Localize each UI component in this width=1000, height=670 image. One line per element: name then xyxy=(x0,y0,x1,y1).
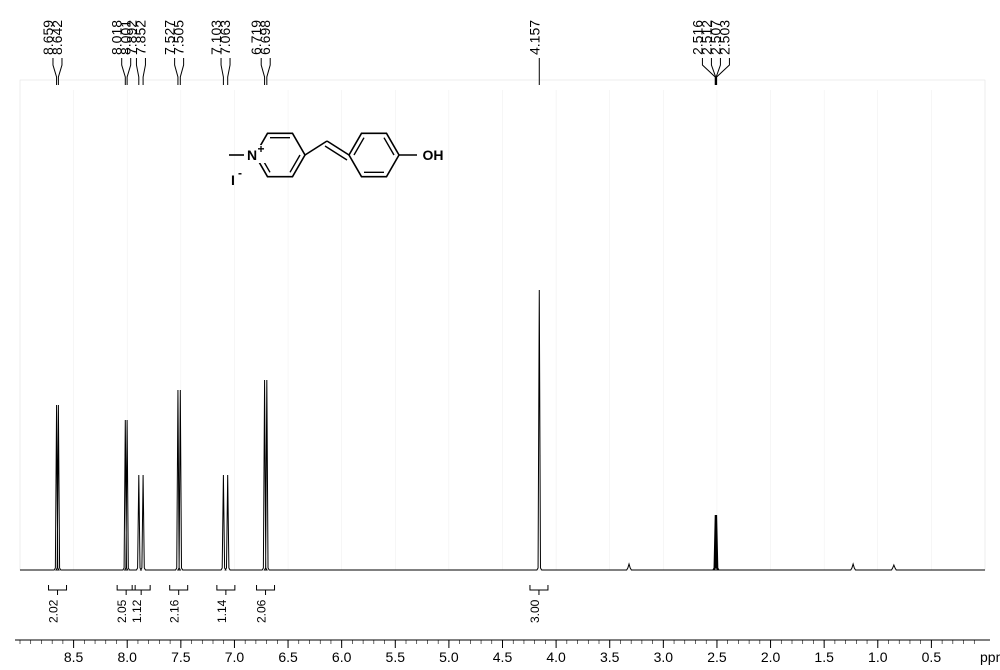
integral-label: 3.00 xyxy=(528,599,542,623)
peak-label: 4.157 xyxy=(526,20,542,55)
tick-label: 3.0 xyxy=(654,649,674,665)
tick-label: 7.0 xyxy=(225,649,245,665)
peak-tree xyxy=(122,58,126,85)
tick-label: 5.0 xyxy=(439,649,459,665)
integral-bracket xyxy=(257,585,275,590)
peak-tree xyxy=(267,58,270,85)
integral-label: 1.12 xyxy=(130,599,144,623)
peak-label: 6.698 xyxy=(257,20,273,55)
atom-n-charge: + xyxy=(257,142,264,156)
tick-label: 6.5 xyxy=(278,649,298,665)
integral-bracket xyxy=(49,585,67,590)
integral-label: 2.16 xyxy=(168,599,182,623)
integral-label: 1.14 xyxy=(215,599,229,623)
peak-label: 7.505 xyxy=(171,20,187,55)
axis-unit: ppm xyxy=(980,649,1000,665)
tick-label: 1.0 xyxy=(868,649,888,665)
tick-label: 2.0 xyxy=(761,649,781,665)
peak-tree xyxy=(221,58,223,85)
peak-tree xyxy=(143,58,145,85)
integral-label: 2.05 xyxy=(115,599,129,623)
peak-tree xyxy=(127,58,131,85)
peak-tree xyxy=(58,58,62,85)
integral-bracket xyxy=(217,585,235,590)
peak-tree xyxy=(228,58,230,85)
tick-label: 8.0 xyxy=(117,649,137,665)
tick-label: 4.5 xyxy=(493,649,513,665)
peak-label: 2.503 xyxy=(716,20,732,55)
atom-oh: OH xyxy=(423,147,444,163)
tick-label: 7.5 xyxy=(171,649,191,665)
integral-label: 2.06 xyxy=(255,599,269,623)
tick-label: 5.5 xyxy=(386,649,406,665)
peak-tree xyxy=(180,58,183,85)
structure: N+ I- OH xyxy=(229,133,444,188)
atom-n: N xyxy=(247,147,257,163)
tick-label: 1.5 xyxy=(814,649,834,665)
integral-label: 2.02 xyxy=(47,599,61,623)
peak-label: 7.852 xyxy=(132,20,148,55)
counter-ion-charge: - xyxy=(238,166,242,180)
peak-tree xyxy=(175,58,178,85)
tick-label: 6.0 xyxy=(332,649,352,665)
peak-tree xyxy=(136,58,138,85)
peak-tree xyxy=(53,58,57,85)
integral-bracket xyxy=(170,585,188,590)
peak-label: 8.642 xyxy=(49,20,65,55)
peak-tree xyxy=(261,58,264,85)
tick-label: 0.5 xyxy=(922,649,942,665)
tick-label: 8.5 xyxy=(64,649,84,665)
tick-label: 2.5 xyxy=(707,649,727,665)
counter-ion: I xyxy=(231,172,235,188)
integral-bracket xyxy=(530,585,548,590)
tick-label: 3.5 xyxy=(600,649,620,665)
tick-label: 4.0 xyxy=(546,649,566,665)
peak-label: 7.063 xyxy=(217,20,233,55)
